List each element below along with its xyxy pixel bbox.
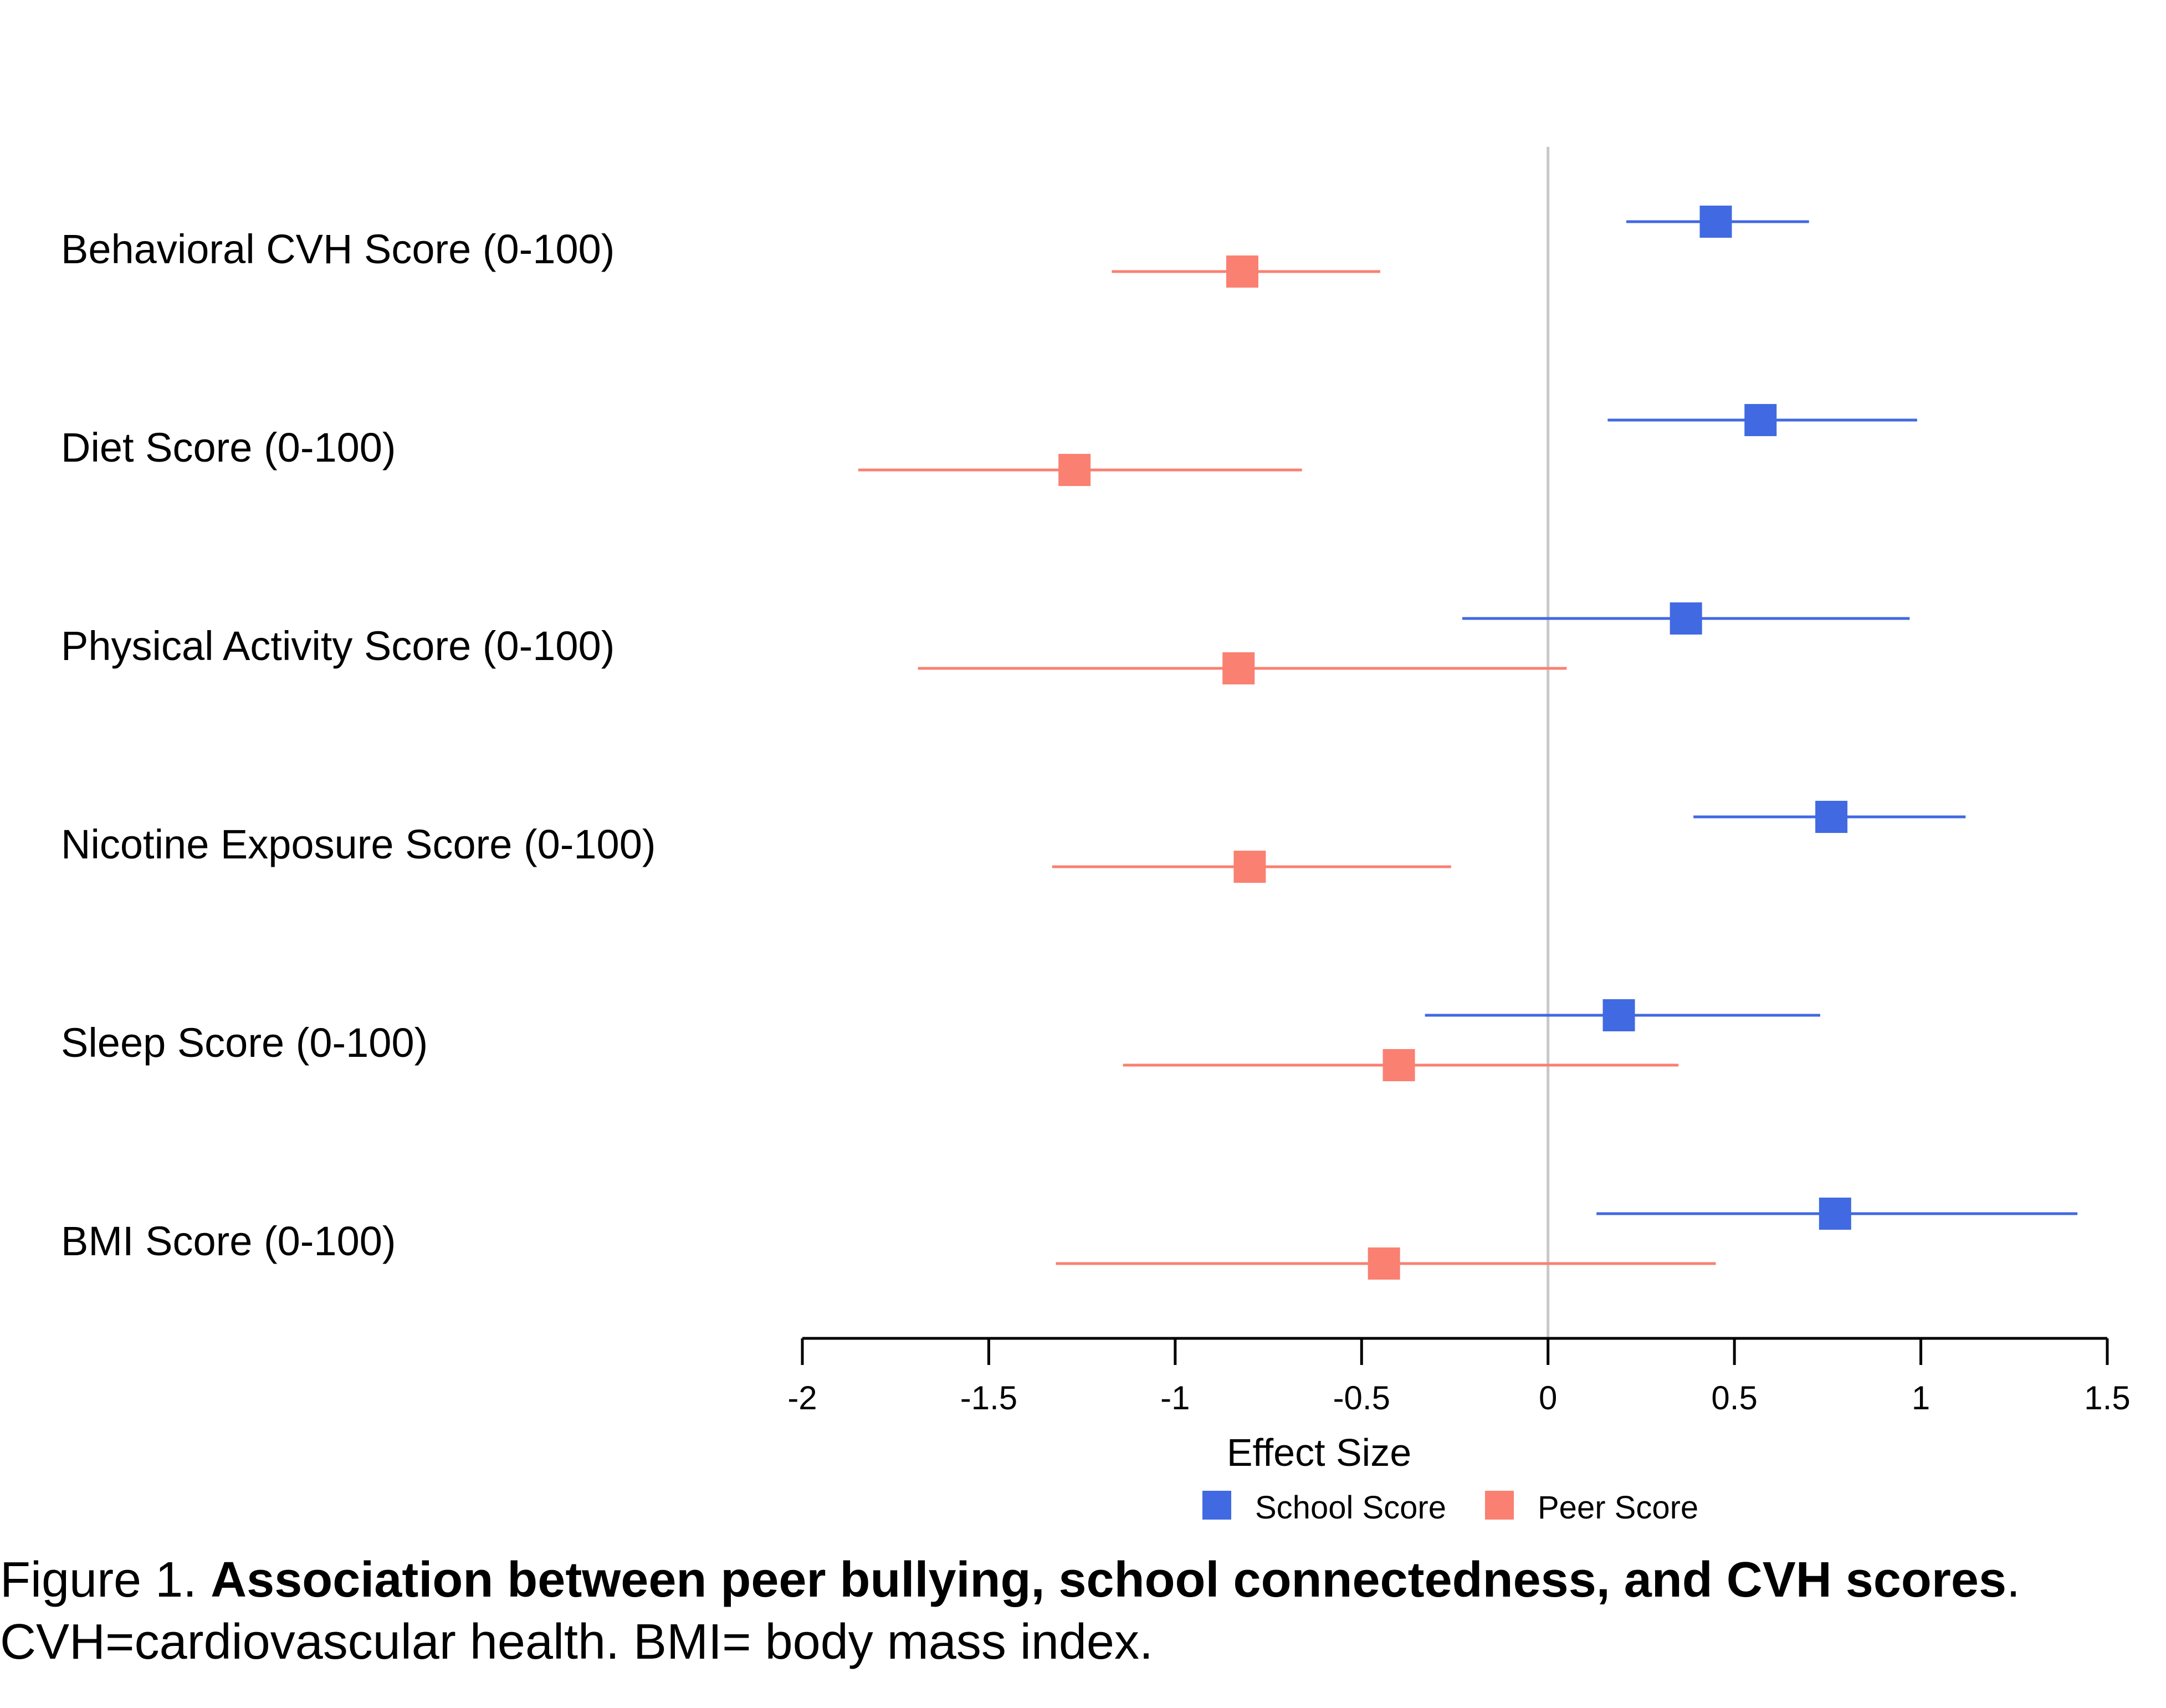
row-label: BMI Score (0-100) [61, 1218, 396, 1264]
x-axis-title: Effect Size [1227, 1431, 1411, 1474]
x-tick-label: 0.5 [1711, 1379, 1757, 1416]
peer-score-point [1226, 255, 1258, 288]
legend: School Score Peer Score [1202, 1490, 1698, 1526]
x-tick-label: 1.5 [2084, 1379, 2130, 1416]
x-axis: -2 -1.5 -1 -0.5 0 0.5 1 1.5 [787, 1337, 2131, 1416]
row-label: Behavioral CVH Score (0-100) [61, 226, 615, 272]
school-score-point [1699, 206, 1732, 238]
peer-score-legend-swatch [1485, 1491, 1514, 1520]
peer-score-point [1382, 1049, 1415, 1081]
school-score-point [1744, 404, 1777, 436]
caption-line-2: CVH=cardiovascular health. BMI= body mas… [0, 1614, 1153, 1670]
school-score-legend-label: School Score [1255, 1490, 1446, 1526]
row-label: Diet Score (0-100) [61, 425, 396, 471]
x-tick-label: -2 [787, 1379, 817, 1416]
peer-score-point [1222, 652, 1255, 684]
row-label: Nicotine Exposure Score (0-100) [61, 821, 656, 867]
forest-plot: Behavioral CVH Score (0-100) Diet Score (… [61, 147, 2131, 1526]
school-score-legend-swatch [1202, 1491, 1231, 1520]
x-tick-label: -1.5 [960, 1379, 1017, 1416]
peer-score-point [1233, 851, 1266, 883]
caption-line-1: Figure 1. Association between peer bully… [0, 1549, 2166, 1611]
caption-title-end: . [2006, 1552, 2021, 1608]
x-tick-label: -1 [1160, 1379, 1190, 1416]
row-label: Physical Activity Score (0-100) [61, 623, 615, 669]
caption-prefix: Figure 1. [0, 1552, 211, 1608]
x-tick-label: 0 [1539, 1379, 1557, 1416]
x-tick-label: 1 [1912, 1379, 1930, 1416]
peer-score-point [1058, 454, 1091, 486]
caption-title: Association between peer bullying, schoo… [211, 1552, 2007, 1608]
school-score-point [1670, 602, 1702, 635]
peer-score-point [1368, 1247, 1400, 1280]
school-score-point [1819, 1198, 1851, 1230]
row-label: Sleep Score (0-100) [61, 1020, 428, 1066]
school-score-point [1815, 801, 1848, 833]
rows-layer: Behavioral CVH Score (0-100) Diet Score (… [61, 206, 2078, 1280]
figure-caption: Figure 1. Association between peer bully… [0, 1549, 2166, 1673]
peer-score-legend-label: Peer Score [1538, 1490, 1698, 1526]
school-score-point [1602, 999, 1635, 1031]
x-tick-label: -0.5 [1333, 1379, 1390, 1416]
